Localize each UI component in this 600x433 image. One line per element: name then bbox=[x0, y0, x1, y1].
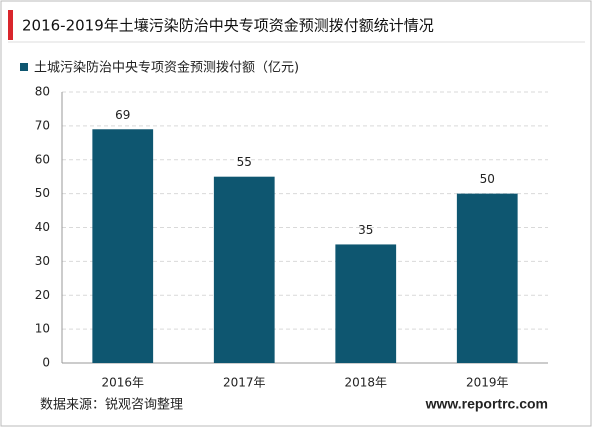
value-label: 69 bbox=[115, 108, 130, 122]
y-tick-label: 0 bbox=[42, 356, 50, 370]
x-tick-label: 2016年 bbox=[101, 376, 144, 390]
website: www.reportrc.com bbox=[425, 396, 548, 412]
y-tick-label: 60 bbox=[35, 152, 50, 166]
value-label: 50 bbox=[480, 172, 495, 186]
legend-label: 土城污染防治中央专项资金预测拨付额（亿元) bbox=[34, 60, 299, 76]
value-label: 55 bbox=[237, 155, 252, 169]
y-tick-label: 40 bbox=[35, 220, 50, 234]
chart-title: 2016-2019年土壤污染防治中央专项资金预测拨付额统计情况 bbox=[22, 17, 434, 35]
y-tick-label: 20 bbox=[35, 288, 50, 302]
value-label: 35 bbox=[358, 223, 373, 237]
y-tick-label: 50 bbox=[35, 186, 50, 200]
legend-swatch bbox=[20, 63, 28, 71]
y-tick-label: 80 bbox=[35, 85, 50, 99]
x-tick-label: 2017年 bbox=[223, 376, 266, 390]
bar bbox=[456, 193, 518, 363]
x-tick-label: 2019年 bbox=[466, 376, 509, 390]
source: 数据来源：锐观咨询整理 bbox=[40, 398, 183, 413]
bar bbox=[335, 244, 397, 363]
x-tick-label: 2018年 bbox=[344, 376, 387, 390]
bar bbox=[92, 129, 154, 363]
y-tick-label: 70 bbox=[35, 118, 50, 132]
title-accent bbox=[8, 10, 13, 40]
y-tick-label: 10 bbox=[35, 322, 50, 336]
y-tick-label: 30 bbox=[35, 254, 50, 268]
bar bbox=[213, 176, 275, 363]
